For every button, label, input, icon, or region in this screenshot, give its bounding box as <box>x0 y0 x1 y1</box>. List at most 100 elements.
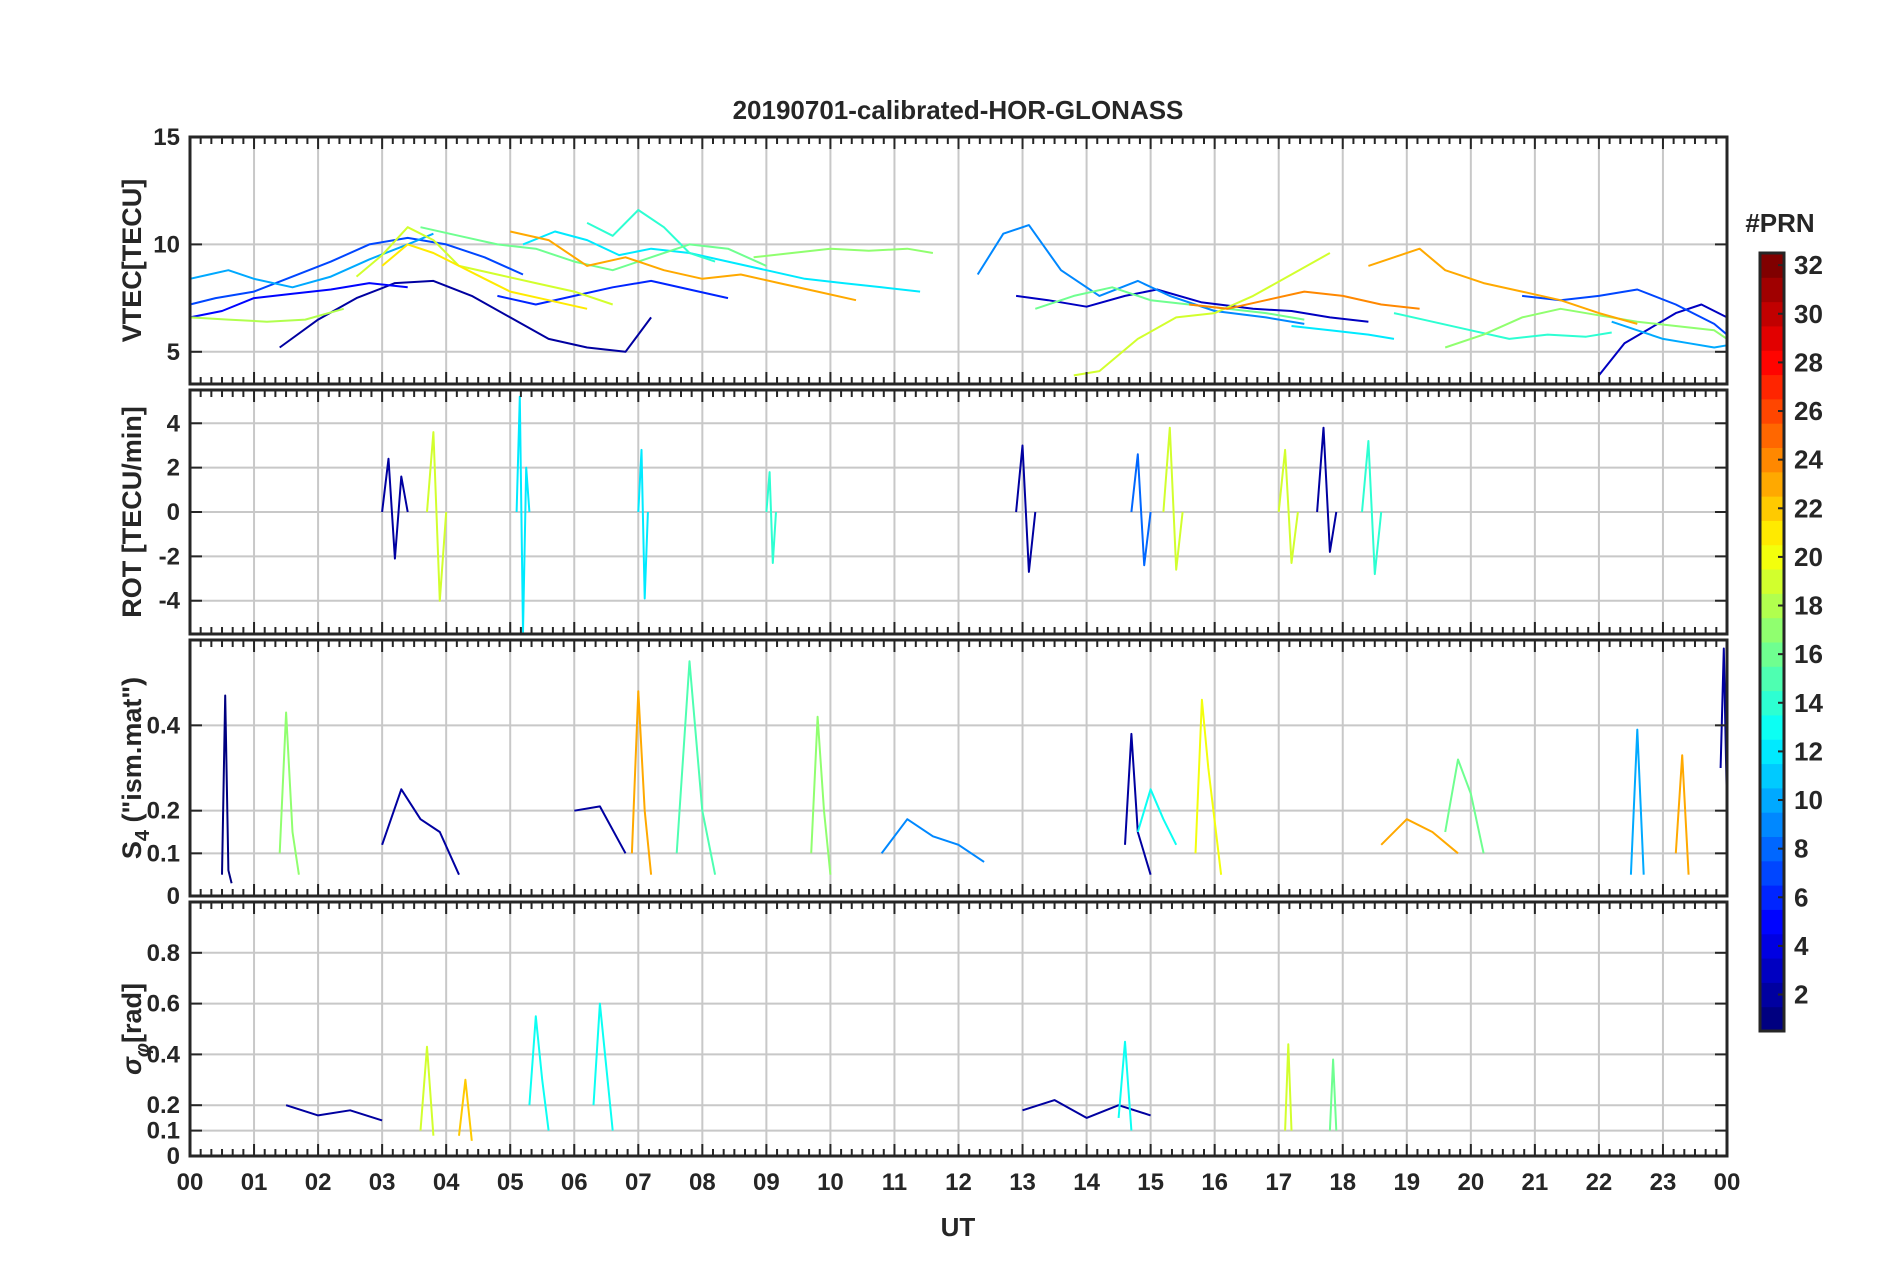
y-tick-label: 0.4 <box>147 1041 181 1068</box>
series-line-prn-5 <box>189 282 408 319</box>
colorbar-tick-label: 32 <box>1794 250 1823 280</box>
x-tick-label: 15 <box>1137 1169 1164 1196</box>
x-axis-label: UT <box>941 1212 976 1242</box>
x-tick-label: 02 <box>305 1169 332 1196</box>
series-line-prn-12 <box>637 448 649 600</box>
y-tick-label: 0.2 <box>147 1092 180 1119</box>
colorbar-tick-label: 20 <box>1794 542 1823 572</box>
colorbar-tick-label: 26 <box>1794 396 1823 426</box>
colorbar-tick-label: 24 <box>1794 445 1823 475</box>
y-axis-label: VTEC[TECU] <box>117 179 147 343</box>
y-tick-label: -4 <box>159 588 181 615</box>
series-line-prn-16 <box>1034 286 1305 321</box>
colorbar-segment <box>1760 860 1784 886</box>
series-line-prn-2 <box>1316 426 1338 553</box>
series-line-prn-14 <box>586 209 716 263</box>
panel-s4: 00.10.20.4S4 ("ism.mat") <box>117 638 1729 910</box>
colorbar-segment <box>1760 666 1784 692</box>
x-tick-label: 13 <box>1009 1169 1036 1196</box>
panel-rot: -4 -2 0 2 4 ROT [TECU/min] <box>117 388 1729 636</box>
series-line-prn-23 <box>630 690 653 875</box>
x-tick-label: 11 <box>882 1169 907 1196</box>
colorbar-segment <box>1760 325 1784 351</box>
x-tick-label: 23 <box>1650 1169 1677 1196</box>
series-line-prn-19 <box>1162 426 1184 571</box>
x-tick-label: 05 <box>497 1169 524 1196</box>
series-line-prn-19 <box>426 431 448 602</box>
colorbar-tick-label: 30 <box>1794 299 1823 329</box>
series-line-prn-16 <box>1328 1058 1338 1131</box>
x-tick-label: 22 <box>1586 1169 1613 1196</box>
x-tick-label: 09 <box>753 1169 780 1196</box>
series-line-prn-19 <box>1277 448 1299 564</box>
x-tick-label: 00 <box>1714 1169 1741 1196</box>
colorbar-tick-label: 10 <box>1794 785 1823 815</box>
series-line-prn-13 <box>1117 1040 1133 1131</box>
colorbar-tick-label: 14 <box>1794 688 1823 718</box>
colorbar-segment <box>1760 569 1784 594</box>
y-axis-label: S4 ("ism.mat") <box>117 677 154 859</box>
colorbar-frame <box>1758 251 1786 1033</box>
panel-sigma_phi: 00.10.2 0.4 0.6 0.8 σφ[rad] <box>117 900 1729 1170</box>
colorbar-segment <box>1760 374 1784 400</box>
y-axis-label-part: S <box>117 841 147 859</box>
y-tick-label: 0 <box>167 883 180 910</box>
y-tick-label: 15 <box>153 124 180 151</box>
series-line-prn-19 <box>419 1045 435 1136</box>
y-tick-label: 10 <box>153 231 180 258</box>
y-tick-label: 0 <box>167 499 180 526</box>
series-line-prn-10 <box>189 232 434 289</box>
x-tick-label: 21 <box>1522 1169 1549 1196</box>
colorbar-segment <box>1760 520 1784 546</box>
y-tick-label: 4 <box>167 410 181 437</box>
series-line-prn-20 <box>1194 698 1223 875</box>
series-line-prn-2 <box>285 1104 383 1122</box>
y-tick-label: 0.6 <box>147 991 180 1018</box>
series-line-prn-23 <box>1674 754 1690 875</box>
series-line-prn-3 <box>1015 288 1369 323</box>
series-line-prn-2 <box>574 805 627 854</box>
colorbar-segment <box>1760 277 1784 303</box>
x-tick-label: 04 <box>433 1169 460 1196</box>
x-tick-label: 18 <box>1329 1169 1356 1196</box>
series-line-prn-17 <box>1444 307 1728 349</box>
x-tick-label: 06 <box>561 1169 588 1196</box>
y-axis-label: σφ[rad] <box>117 983 154 1075</box>
y-axis-label: ROT [TECU/min] <box>117 406 147 617</box>
y-axis-label-part: σ <box>117 1056 147 1075</box>
series-line-prn-14 <box>1393 312 1612 340</box>
series-line-prn-18 <box>189 307 344 323</box>
series-line-prn-8 <box>1130 453 1152 567</box>
y-axis-label-part: ("ism.mat") <box>117 677 147 830</box>
colorbar-segment <box>1760 471 1784 497</box>
x-tick-label: 12 <box>945 1169 972 1196</box>
x-tick-label: 19 <box>1393 1169 1420 1196</box>
series-line-prn-12 <box>522 230 921 293</box>
colorbar-segment <box>1760 763 1784 789</box>
x-tick-label: 16 <box>1201 1169 1228 1196</box>
series-line-prn-9 <box>880 818 985 863</box>
y-axis-label-part: [rad] <box>117 983 147 1043</box>
y-tick-label: 0.2 <box>147 798 180 825</box>
x-tick-label: 17 <box>1265 1169 1292 1196</box>
series-line-prn-10 <box>1629 728 1645 875</box>
y-tick-label: 0.1 <box>147 840 180 867</box>
y-axis-label-subscript: 4 <box>132 829 154 841</box>
series-line-prn-13 <box>592 1002 614 1131</box>
colorbar-segment <box>1760 812 1784 837</box>
series-line-prn-6 <box>497 279 729 306</box>
colorbar-tick-label: 4 <box>1794 931 1809 961</box>
series-line-prn-23 <box>1368 247 1638 325</box>
series-line-prn-14 <box>765 471 777 564</box>
colorbar-segment <box>1760 617 1784 643</box>
series-line-prn-16 <box>420 226 767 272</box>
colorbar-tick-label: 16 <box>1794 639 1823 669</box>
series-line-prn-2 <box>1124 732 1152 875</box>
series-line-prn-12 <box>515 395 531 633</box>
colorbar-label: #PRN <box>1745 208 1814 238</box>
series-line-prn-17 <box>278 711 300 875</box>
colorbar-segment <box>1760 958 1784 983</box>
colorbar-tick-label: 22 <box>1794 493 1823 523</box>
